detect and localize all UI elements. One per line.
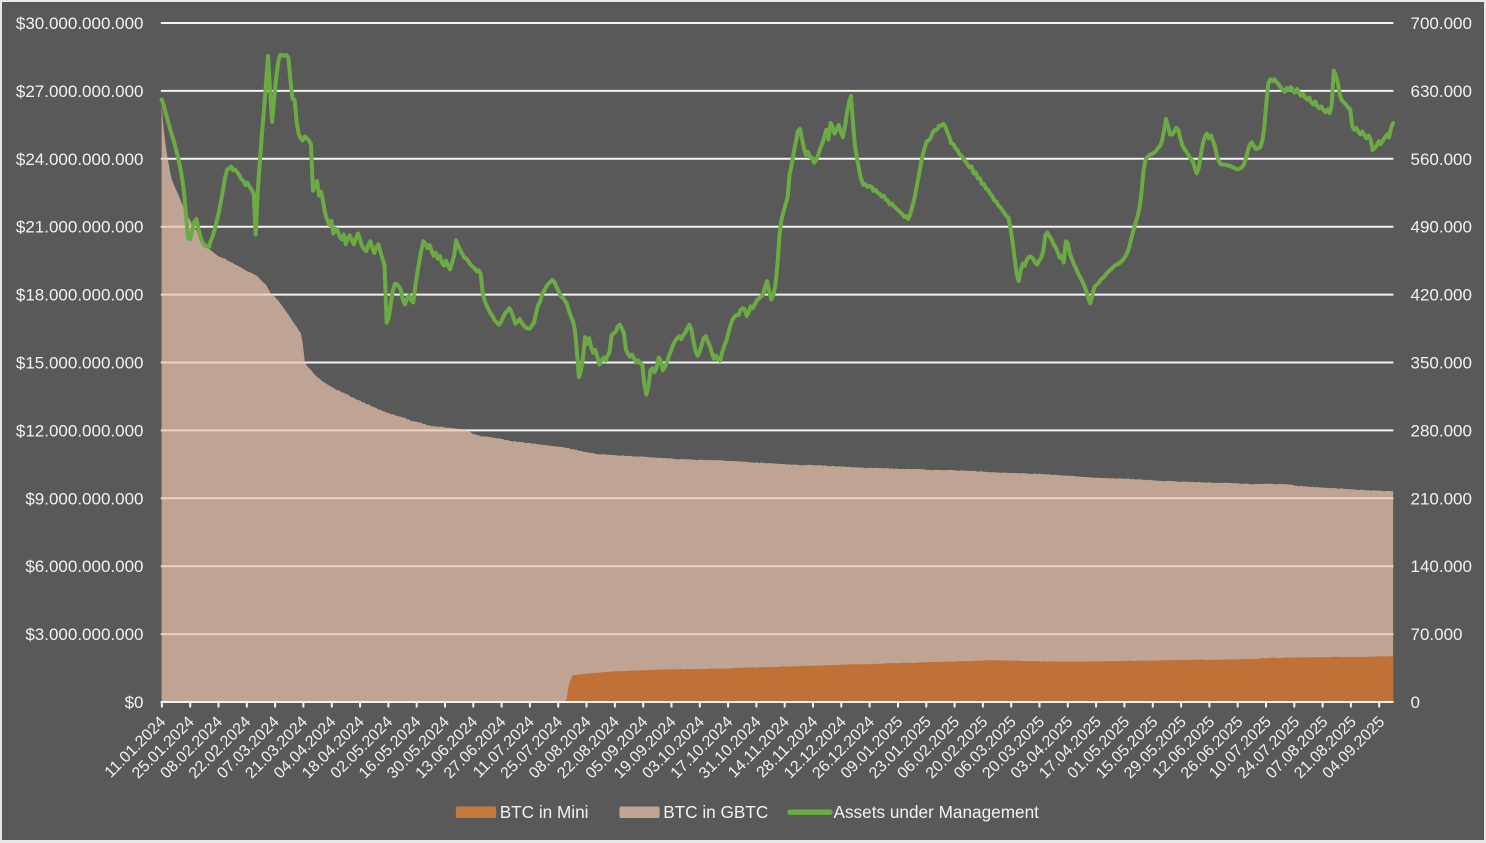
svg-text:210.000: 210.000 (1411, 489, 1472, 508)
svg-text:280.000: 280.000 (1411, 421, 1472, 440)
svg-text:700.000: 700.000 (1411, 14, 1472, 33)
svg-text:$9.000.000.000: $9.000.000.000 (25, 489, 143, 508)
svg-text:$3.000.000.000: $3.000.000.000 (25, 625, 143, 644)
svg-text:350.000: 350.000 (1411, 354, 1472, 373)
svg-text:BTC in Mini: BTC in Mini (500, 802, 589, 822)
svg-text:420.000: 420.000 (1411, 286, 1472, 305)
svg-text:$15.000.000.000: $15.000.000.000 (16, 354, 144, 373)
svg-text:$21.000.000.000: $21.000.000.000 (16, 218, 144, 237)
svg-text:$24.000.000.000: $24.000.000.000 (16, 150, 144, 169)
svg-text:70.000: 70.000 (1411, 625, 1463, 644)
svg-text:630.000: 630.000 (1411, 82, 1472, 101)
svg-text:$12.000.000.000: $12.000.000.000 (16, 421, 144, 440)
svg-text:0: 0 (1411, 693, 1420, 712)
svg-text:Assets under Management: Assets under Management (834, 802, 1040, 822)
svg-text:490.000: 490.000 (1411, 218, 1472, 237)
svg-text:140.000: 140.000 (1411, 557, 1472, 576)
svg-text:560.000: 560.000 (1411, 150, 1472, 169)
svg-text:$30.000.000.000: $30.000.000.000 (16, 14, 144, 33)
svg-text:$6.000.000.000: $6.000.000.000 (25, 557, 143, 576)
svg-text:$27.000.000.000: $27.000.000.000 (16, 82, 144, 101)
svg-text:BTC in GBTC: BTC in GBTC (663, 802, 768, 822)
svg-text:$18.000.000.000: $18.000.000.000 (16, 286, 144, 305)
svg-text:$0: $0 (125, 693, 144, 712)
